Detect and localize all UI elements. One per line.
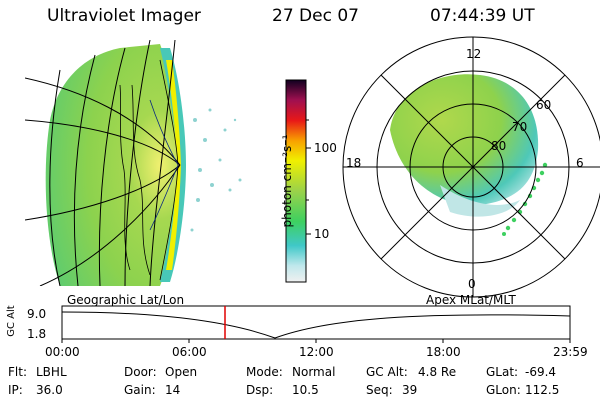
mlt-label-18: 18	[346, 156, 362, 170]
geographic-image	[25, 40, 242, 286]
status-seq-label: Seq:	[366, 383, 393, 397]
instrument-title: Ultraviolet Imager	[47, 6, 201, 26]
status-glon-label: GLon:	[486, 383, 521, 397]
status-gcalt-value: 4.8 Re	[418, 365, 457, 379]
status-dsp-label: Dsp:	[246, 383, 274, 397]
status-door-value: Open	[165, 365, 198, 379]
colorbar-tick-10: 10	[314, 227, 330, 241]
status-gain-label: Gain:	[124, 383, 156, 397]
time-label: 07:44:39 UT	[430, 6, 535, 26]
altitude-ytick-low: 1.8	[27, 327, 47, 341]
status-gcalt-label: GC Alt:	[366, 365, 408, 379]
colorbar-unit-label: photon cm⁻²s⁻¹	[280, 134, 294, 228]
mlt-label-0: 0	[468, 277, 476, 291]
status-dsp-value: 10.5	[292, 383, 319, 397]
status-seq-value: 39	[402, 383, 418, 397]
status-flt-label: Flt:	[8, 365, 27, 379]
mlt-label-12: 12	[466, 47, 482, 61]
status-flt-value: LBHL	[36, 365, 67, 379]
apex-caption: Apex MLat/MLT	[426, 293, 516, 307]
xtick-1800: 18:00	[426, 345, 461, 359]
geographic-caption: Geographic Lat/Lon	[67, 293, 185, 307]
status-glat-value: -69.4	[525, 365, 557, 379]
altitude-plot	[61, 305, 571, 343]
lat-label-60: 60	[536, 98, 552, 112]
status-glat-label: GLat:	[486, 365, 519, 379]
colorbar	[285, 79, 311, 283]
date-label: 27 Dec 07	[272, 6, 359, 26]
mlt-label-6: 6	[576, 156, 584, 170]
colorbar-tick-100: 100	[314, 141, 337, 155]
polar-grid	[342, 36, 600, 298]
status-mode-value: Normal	[292, 365, 336, 379]
lat-label-70: 70	[512, 120, 528, 134]
altitude-ylabel: GC Alt	[6, 305, 17, 337]
polar-image	[390, 74, 548, 236]
status-ip-value: 36.0	[36, 383, 63, 397]
xtick-0600: 06:00	[172, 345, 207, 359]
altitude-ytick-high: 9.0	[27, 307, 47, 321]
status-gain-value: 14	[165, 383, 181, 397]
xtick-0000: 00:00	[45, 345, 80, 359]
status-mode-label: Mode:	[246, 365, 283, 379]
xtick-1200: 12:00	[299, 345, 334, 359]
status-ip-label: IP:	[8, 383, 23, 397]
xtick-2359: 23:59	[553, 345, 588, 359]
status-glon-value: 112.5	[525, 383, 560, 397]
status-door-label: Door:	[124, 365, 157, 379]
lat-label-80: 80	[491, 139, 507, 153]
